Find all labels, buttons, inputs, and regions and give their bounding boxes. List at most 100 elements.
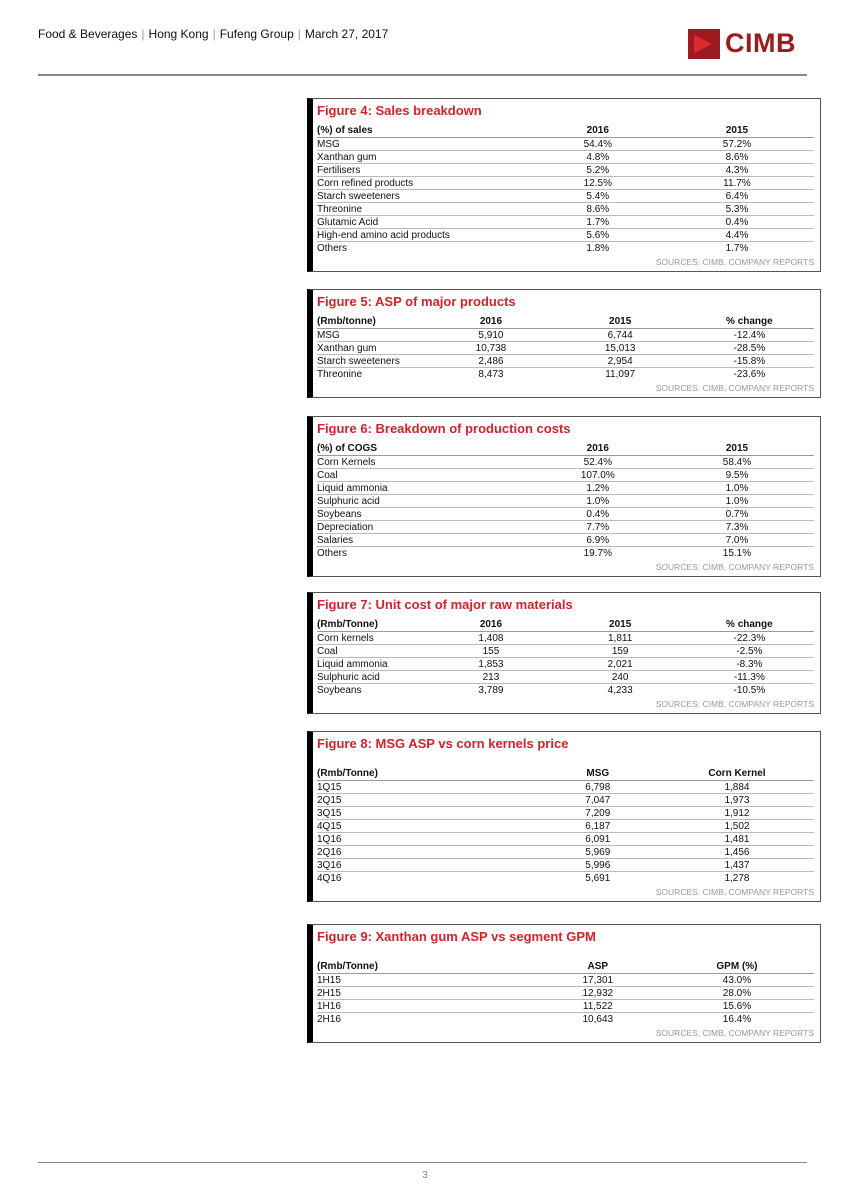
table-header-row: (%) of COGS 2016 2015 [317,442,814,456]
table-row: 2H16 10,643 16.4% [317,1013,814,1026]
table-cell: 2H15 [317,986,536,1000]
table-cell: 1.7% [725,242,749,254]
table-row: Liquid ammonia 1,853 2,021 -8.3% [317,657,814,671]
table-header-row: (Rmb/tonne) 2016 2015% change [317,315,814,329]
table-cell: 7.0% [659,533,814,547]
table-cell: Soybeans [317,684,362,696]
figure-4: Figure 4: Sales breakdown (%) of sales 201… [307,98,821,272]
figure-source: SOURCES: CIMB, COMPANY REPORTS [655,257,814,267]
table-cell: 1,278 [724,872,750,884]
cimb-logo: CIMB [688,28,796,59]
column-header: 2015 [659,442,814,456]
crumb-sector: Food & Beverages [38,27,138,41]
crumb-market: Hong Kong [148,27,209,41]
table-cell: 6,744 [555,328,685,342]
table-cell: 5.4% [535,189,660,203]
table-cell: 2,486 [426,354,556,368]
table-cell: MSG [317,137,536,151]
table-cell: 5,691 [585,872,611,884]
table-cell: -11.3% [684,670,814,684]
table-cell: Glutamic Acid [317,215,536,229]
cimb-logo-text: CIMB [725,28,796,58]
table-cell: 19.7% [583,547,612,559]
table-cell: 5.6% [535,228,660,242]
table-cell: -10.5% [733,684,766,696]
table-cell: 1,912 [659,806,814,820]
table-cell: 5,969 [535,845,660,859]
table-row: Starch sweeteners 2,486 2,954 -15.8% [317,354,814,368]
figure-title: Figure 6: Breakdown of production costs [317,421,571,436]
column-header: (Rmb/Tonne) [317,618,427,632]
table-cell: 3Q15 [317,806,536,820]
table-cell: 54.4% [535,137,660,151]
table-cell: 6,187 [535,819,660,833]
table-cell: 4.8% [535,150,660,164]
table-row: Others 19.7% 15.1% [317,547,814,560]
figure-table: (Rmb/Tonne) ASP GPM (%) 1H15 17,301 43.0% 2H15… [317,960,814,1025]
table-cell: 1Q15 [317,780,536,794]
table-row: Coal 107.0% 9.5% [317,468,814,482]
table-cell: 6.4% [659,189,814,203]
table-cell: -2.5% [684,644,814,658]
cimb-logo-mark-icon [688,28,720,59]
table-row: Soybeans 3,789 4,233 -10.5% [317,684,814,697]
table-cell: 7.3% [659,520,814,534]
table-row: Starch sweeteners 5.4% 6.4% [317,189,814,203]
column-header: 2015 [659,124,814,138]
table-cell: Others [317,547,348,559]
table-row: MSG 54.4% 57.2% [317,137,814,151]
table-cell: Liquid ammonia [317,481,536,495]
table-cell: 1,811 [555,631,685,645]
table-header-row: (%) of sales 2016 2015 [317,124,814,138]
table-cell: -22.3% [684,631,814,645]
column-header: (%) of COGS [317,442,536,456]
table-row: 1Q15 6,798 1,884 [317,780,814,794]
figure-source: SOURCES: CIMB, COMPANY REPORTS [655,383,814,393]
figure-source: SOURCES: CIMB, COMPANY REPORTS [655,887,814,897]
table-cell: 15.1% [722,547,752,559]
table-cell: 4Q16 [317,872,342,884]
table-cell: Depreciation [317,520,536,534]
table-cell: 4Q15 [317,819,536,833]
column-header: (Rmb/Tonne) [317,767,536,781]
table-cell: 155 [426,644,556,658]
column-header: MSG [535,767,660,781]
table-cell: -28.5% [684,341,814,355]
table-cell: Others [317,242,348,254]
table-cell: 11,522 [535,999,660,1013]
table-cell: 15.6% [659,999,814,1013]
figure-table: (%) of sales 2016 2015 MSG 54.4% 57.2% Xanthan… [317,124,814,254]
table-cell: 2H16 [317,1013,341,1025]
table-cell: -15.8% [684,354,814,368]
table-cell: -12.4% [684,328,814,342]
table-cell: 7.7% [535,520,660,534]
table-cell: High-end amino acid products [317,228,536,242]
footer-divider [38,1162,807,1163]
table-cell: MSG [317,328,427,342]
table-cell: 1.7% [535,215,660,229]
table-row: High-end amino acid products 5.6% 4.4% [317,228,814,242]
table-cell: 6,091 [535,832,660,846]
column-header: 2016 [535,442,660,456]
table-row: Threonine 8,473 11,097 -23.6% [317,368,814,381]
table-cell: Sulphuric acid [317,670,427,684]
table-row: Others 1.8% 1.7% [317,242,814,255]
table-cell: 1,481 [659,832,814,846]
crumb-date: March 27, 2017 [304,27,389,41]
table-row: 2Q16 5,969 1,456 [317,845,814,859]
table-row: Xanthan gum 4.8% 8.6% [317,150,814,164]
column-header: 2015 [555,315,685,329]
table-cell: Liquid ammonia [317,657,427,671]
table-cell: 15,013 [555,341,685,355]
table-cell: 2Q15 [317,793,536,807]
table-cell: 1Q16 [317,832,536,846]
table-cell: 1H15 [317,973,536,987]
table-cell: 16.4% [722,1013,752,1025]
column-header: 2016 [426,618,556,632]
table-row: 3Q15 7,209 1,912 [317,806,814,820]
table-cell: 0.4% [535,507,660,521]
table-cell: 8.6% [659,150,814,164]
table-row: 4Q16 5,691 1,278 [317,872,814,885]
table-cell: 1.0% [659,494,814,508]
